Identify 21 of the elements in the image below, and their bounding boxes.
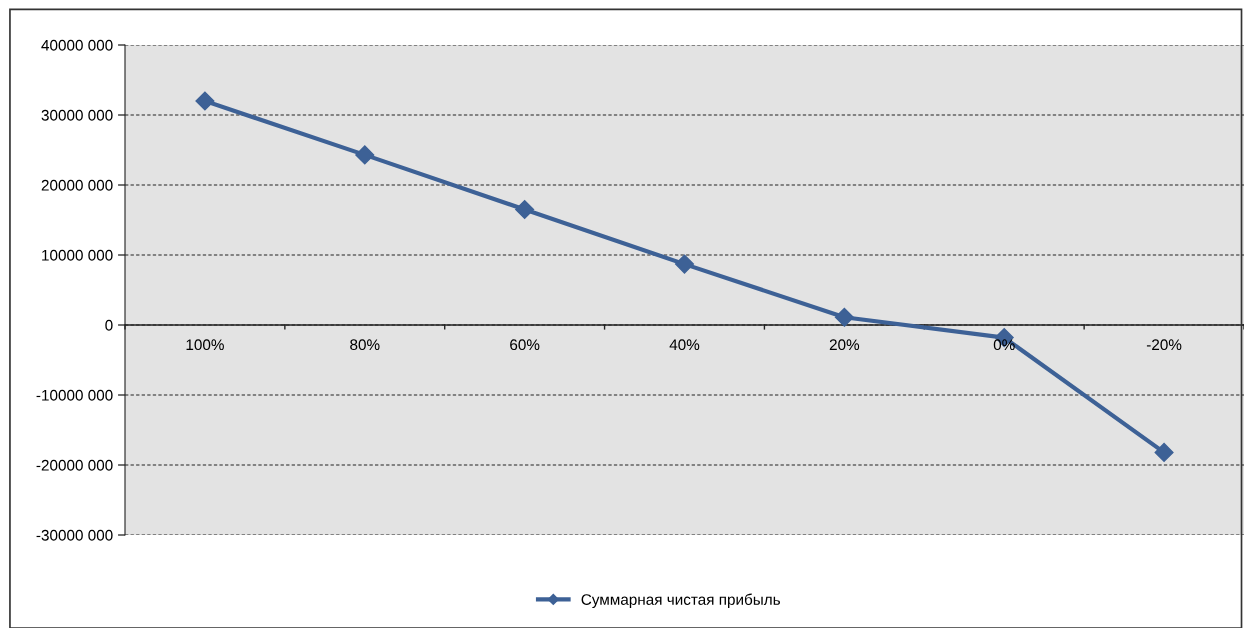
- point: [515, 199, 535, 220]
- point: [1154, 442, 1174, 462]
- y-tick-label: -30000 000: [36, 529, 113, 541]
- x-tick-label: 20%: [829, 339, 860, 351]
- x-tick-label: 100%: [186, 339, 224, 351]
- point: [834, 307, 854, 327]
- y-tick-label: -20000 000: [36, 459, 113, 471]
- y-tick-label: 30000 000: [41, 109, 113, 121]
- x-tick-label: 60%: [510, 339, 540, 351]
- x-tick-label: -20%: [1146, 339, 1182, 351]
- y-tick-label: -10000 000: [36, 389, 113, 401]
- point: [195, 91, 215, 111]
- x-tick-label: 80%: [350, 339, 380, 351]
- y-tick-label: 20000 000: [41, 179, 113, 191]
- point: [674, 254, 695, 274]
- legend-label: Суммарная чистая прибыль: [581, 593, 780, 608]
- y-tick-label: 0: [105, 319, 113, 331]
- point: [355, 145, 375, 165]
- y-tick-label: 10000 000: [42, 249, 113, 261]
- x-tick-label: 40%: [669, 339, 700, 351]
- y-tick-label: 40000 000: [41, 39, 113, 51]
